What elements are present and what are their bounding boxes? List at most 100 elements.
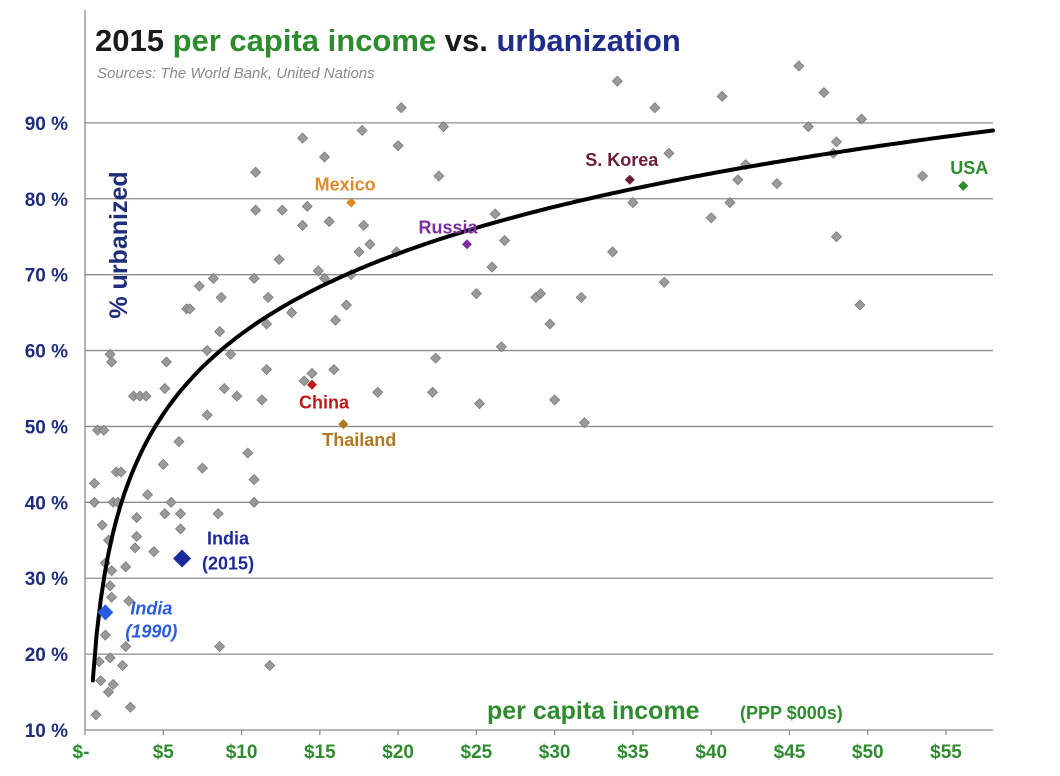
data-point [372,386,384,398]
data-point [301,200,313,212]
data-point [148,546,160,558]
data-point [575,291,587,303]
annotation-label: USA [950,158,988,178]
title-part-1: per capita income [173,23,437,58]
x-tick-label: $50 [852,742,884,763]
data-point [364,238,376,250]
annotation-label: Mexico [315,175,376,195]
chart-subtitle: Sources: The World Bank, United Nations [97,65,375,82]
annotation-label: China [299,393,350,413]
y-tick-label: 10 % [25,721,68,742]
data-point [705,212,717,224]
data-point [470,288,482,300]
x-tick-label: $40 [695,742,727,763]
data-point [131,530,143,543]
title-part-2: vs. [436,23,496,58]
data-point [329,314,342,326]
data-point [104,580,116,592]
data-point [340,299,353,311]
data-point [102,686,115,698]
y-axis-ticks: 10 % 20 % 30 % 40 % 50 % 60 % 70 % 80 % 90 % [25,114,68,742]
x-tick-label: $- [73,742,90,763]
x-axis-unit: (PPP $000s) [740,703,843,723]
data-point [286,307,298,319]
data-point [544,318,556,330]
data-point [437,121,450,133]
data-point [90,709,102,721]
data-point [256,394,268,406]
data-point [165,496,177,508]
data-point [248,272,260,285]
data-point [534,288,547,300]
y-axis-label: % urbanized [105,171,133,318]
y-tick-label: 60 % [25,342,68,363]
data-point [771,178,783,190]
data-point [607,246,619,258]
data-point [193,280,205,292]
data-point [214,326,226,338]
x-tick-label: $35 [617,742,649,763]
data-point [231,390,243,402]
data-point [95,675,107,687]
y-tick-label: 20 % [25,645,68,666]
annotation-label: Thailand [322,430,396,450]
data-point [649,102,661,114]
data-point [129,542,141,554]
highlight-point-india [97,604,114,621]
title-part-0: 2015 [95,23,173,58]
data-point [215,291,227,303]
data-point [250,166,262,178]
data-point [549,394,561,406]
chart-title: 2015 per capita income vs. urbanization [95,23,681,58]
data-point [318,151,331,163]
x-tick-label: $5 [153,742,175,763]
axes [84,10,993,731]
x-tick-label: $15 [304,742,336,763]
data-point [358,219,370,231]
data-point [328,363,340,376]
data-point [433,170,445,182]
annotation-sublabel: (1990) [125,621,177,641]
data-point [658,276,670,288]
data-point [297,132,309,144]
x-tick-label: $20 [382,742,414,763]
annotation-label: Russia [418,217,478,237]
data-point [353,246,365,258]
data-point [142,489,154,501]
data-point [732,174,744,186]
data-point [196,462,208,474]
y-tick-label: 30 % [25,569,68,590]
x-axis-label: per capita income [487,697,700,725]
data-point [306,367,318,379]
data-point [323,215,335,228]
data-point [96,519,108,531]
annotation-sublabel: (2015) [202,553,254,573]
data-point [495,341,507,353]
data-point [426,386,439,398]
data-point [174,523,187,535]
data-points [88,60,929,721]
data-point [854,299,866,311]
data-point [88,477,100,489]
data-point [248,496,260,508]
data-point [793,60,805,72]
highlight-point-india [173,549,192,568]
data-point [214,640,226,653]
data-point [106,591,118,603]
annotation-label: India [207,528,250,548]
highlight-point-usa [958,180,969,191]
x-tick-label: $30 [539,742,571,763]
data-point [201,409,213,421]
data-point [120,640,132,653]
grid-lines [85,122,993,655]
data-point [297,219,309,231]
data-point [218,382,230,395]
highlight-point-russia [461,239,472,250]
data-point [298,375,310,387]
data-point [489,208,501,220]
data-point [242,447,254,459]
trendline [90,128,995,683]
highlight-point-s-korea [624,174,635,185]
data-point [578,417,590,429]
